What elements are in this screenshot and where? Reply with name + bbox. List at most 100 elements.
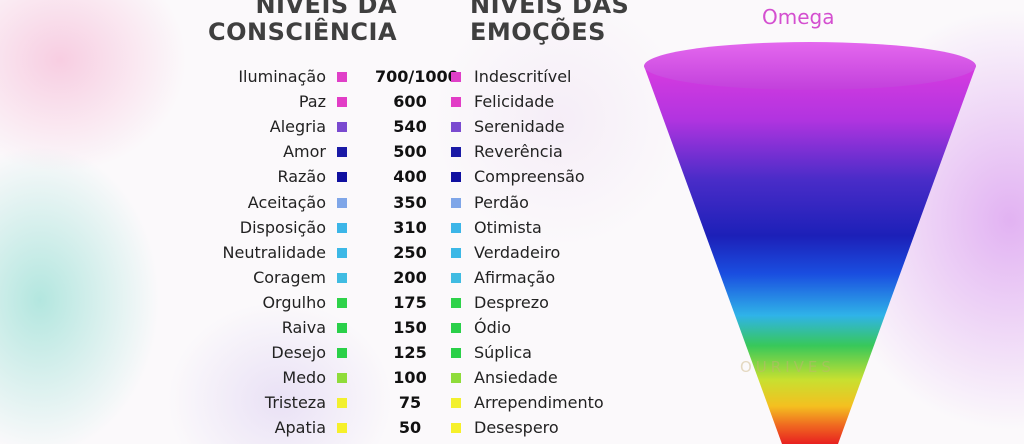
emotions-heading-line2: EMOÇÕES [470, 18, 606, 46]
level-value: 125 [393, 343, 427, 363]
color-swatch-right [451, 373, 461, 384]
color-swatch-right [451, 348, 461, 359]
level-row: Paz 600 Felicidade [0, 89, 620, 114]
level-value: 700/1000 [375, 67, 459, 86]
emotion-name: Ódio [474, 318, 511, 337]
color-swatch-right [451, 197, 461, 208]
emotion-levels-heading: NÍVEIS DAS EMOÇÕES [470, 0, 629, 46]
emotion-name: Perdão [474, 192, 529, 212]
color-swatch-left [337, 272, 347, 283]
level-row: Neutralidade 250 Verdadeiro [0, 240, 620, 265]
color-swatch-right [451, 97, 461, 108]
funnel-rim [644, 42, 976, 90]
level-value: 175 [393, 292, 427, 312]
level-value: 600 [393, 92, 427, 112]
consciousness-levels-heading: NÍVEIS DA CONSCIÊNCIA [208, 0, 397, 46]
emotion-name: Afirmação [474, 267, 556, 287]
color-swatch-left [337, 323, 347, 333]
consciousness-level-name: Aceitação [247, 192, 326, 212]
level-value: 350 [393, 192, 427, 212]
color-swatch-left [337, 197, 347, 208]
watermark-text: OURIVES [740, 358, 835, 376]
level-row: Apatia 50 Desespero [0, 415, 620, 440]
color-swatch-left [337, 297, 347, 308]
emotion-name: Desprezo [474, 292, 549, 312]
funnel-graphic [644, 42, 976, 444]
level-value: 150 [393, 318, 427, 337]
consciousness-level-name: Tristeza [264, 393, 326, 413]
level-value: 50 [398, 418, 422, 438]
level-value: 310 [393, 217, 427, 237]
consciousness-level-name: Amor [283, 142, 326, 162]
level-row: Tristeza 75 Arrependimento [0, 390, 620, 415]
emotions-heading-line1: NÍVEIS DAS [470, 0, 630, 19]
level-value: 100 [393, 368, 427, 388]
color-swatch-left [337, 222, 347, 233]
level-row: Razão 400 Compreensão [0, 164, 620, 189]
omega-label: Omega [762, 5, 835, 29]
consciousness-heading-line2: CONSCIÊNCIA [208, 18, 398, 46]
level-value: 75 [398, 393, 422, 413]
level-value: 540 [393, 117, 427, 137]
consciousness-level-name: Neutralidade [222, 242, 326, 262]
color-swatch-right [451, 423, 461, 434]
consciousness-level-name: Iluminação [238, 67, 326, 86]
color-swatch-right [451, 297, 461, 308]
color-swatch-left [337, 423, 347, 434]
color-swatch-right [451, 172, 461, 183]
level-value: 400 [393, 167, 427, 187]
level-value: 500 [393, 142, 427, 162]
funnel-body [644, 66, 976, 444]
color-swatch-left [337, 147, 347, 158]
level-row: Raiva 150 Ódio [0, 315, 620, 340]
emotion-name: Otimista [474, 217, 542, 237]
color-swatch-right [451, 247, 461, 258]
level-row: Alegria 540 Serenidade [0, 114, 620, 139]
emotion-name: Verdadeiro [474, 242, 561, 262]
color-swatch-right [451, 272, 461, 283]
color-swatch-right [451, 398, 461, 409]
color-swatch-left [337, 72, 347, 82]
consciousness-level-name: Disposição [239, 217, 326, 237]
emotion-name: Ansiedade [474, 368, 558, 388]
color-swatch-left [337, 172, 347, 183]
color-swatch-left [337, 373, 347, 384]
color-swatch-right [451, 323, 461, 333]
emotion-name: Súplica [474, 343, 532, 363]
color-swatch-right [451, 122, 461, 133]
emotion-name: Desespero [474, 418, 559, 438]
emotion-name: Reverência [474, 142, 563, 162]
color-swatch-right [451, 222, 461, 233]
emotion-name: Compreensão [474, 167, 585, 187]
level-row: Desejo 125 Súplica [0, 340, 620, 365]
emotion-name: Serenidade [474, 117, 565, 137]
consciousness-level-name: Medo [282, 368, 326, 388]
consciousness-level-name: Alegria [269, 117, 326, 137]
consciousness-level-name: Coragem [253, 267, 326, 287]
color-swatch-right [451, 72, 461, 82]
consciousness-level-name: Desejo [271, 343, 326, 363]
level-row: Iluminação 700/1000 Indescritível [0, 64, 620, 89]
emotion-name: Indescritível [474, 67, 572, 86]
color-swatch-left [337, 97, 347, 108]
consciousness-heading-line1: NÍVEIS DA [255, 0, 398, 19]
color-swatch-left [337, 348, 347, 359]
color-swatch-left [337, 398, 347, 409]
consciousness-level-name: Paz [298, 92, 326, 112]
level-row: Coragem 200 Afirmação [0, 265, 620, 290]
level-row: Disposição 310 Otimista [0, 215, 620, 240]
consciousness-level-name: Razão [277, 167, 326, 187]
level-value: 200 [393, 267, 427, 287]
emotion-name: Arrependimento [474, 393, 604, 413]
color-swatch-left [337, 122, 347, 133]
emotion-name: Felicidade [474, 92, 555, 112]
level-row: Orgulho 175 Desprezo [0, 290, 620, 315]
level-row: Amor 500 Reverência [0, 139, 620, 164]
level-row: Medo 100 Ansiedade [0, 365, 620, 390]
consciousness-level-name: Apatia [274, 418, 326, 438]
consciousness-level-name: Orgulho [262, 292, 326, 312]
color-swatch-right [451, 147, 461, 158]
consciousness-level-name: Raiva [281, 318, 326, 337]
color-swatch-left [337, 247, 347, 258]
level-row: Aceitação 350 Perdão [0, 190, 620, 215]
